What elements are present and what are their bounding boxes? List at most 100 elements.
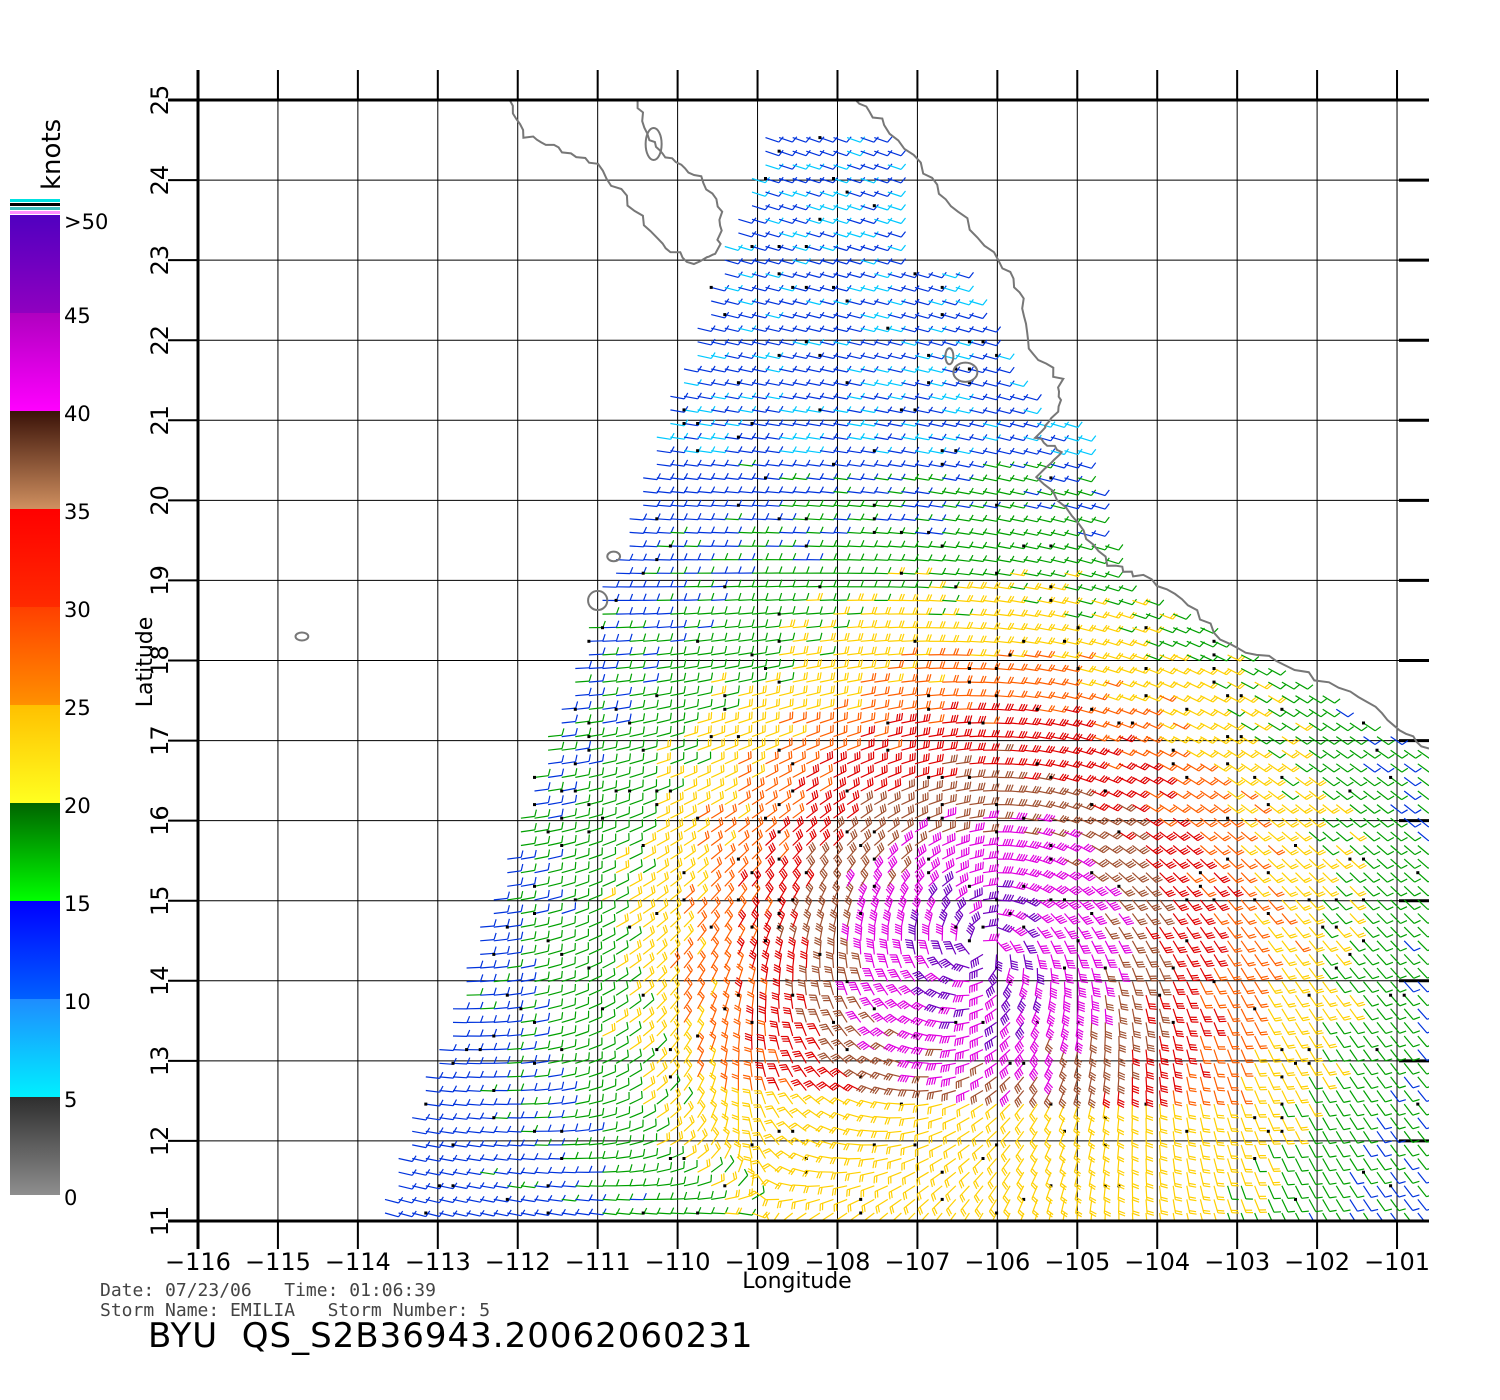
- wind-barb: [657, 713, 672, 723]
- wind-barb: [535, 972, 550, 982]
- wind-barb: [1200, 859, 1217, 869]
- wind-barb: [1404, 968, 1420, 978]
- wind-barb: [684, 871, 695, 887]
- wind-barb: [535, 985, 550, 995]
- wind-barb: [1294, 1198, 1309, 1212]
- wind-barb: [1160, 914, 1175, 925]
- wind-barb: [786, 965, 793, 982]
- wind-barb: [548, 917, 562, 928]
- wind-barb: [887, 1159, 901, 1170]
- wind-barb: [820, 686, 835, 696]
- wind-barb: [874, 1172, 888, 1183]
- wind-barb: [861, 765, 874, 778]
- wind-barb: [823, 981, 834, 995]
- wind-barb: [1200, 1131, 1210, 1146]
- wind-barb: [630, 940, 642, 955]
- wind-barb: [698, 1159, 710, 1173]
- wind-barb: [888, 726, 902, 737]
- wind-barb: [630, 1120, 644, 1132]
- wind-barb: [1323, 1091, 1337, 1103]
- wind-barb: [1323, 900, 1339, 910]
- wind-barb: [670, 925, 680, 941]
- wind-barb: [630, 980, 641, 995]
- wind-barb: [1364, 982, 1380, 993]
- wind-barb: [766, 843, 776, 859]
- wind-barb: [696, 447, 715, 453]
- wind-barb: [793, 633, 809, 642]
- wind-barb: [793, 699, 807, 710]
- wind-barb: [766, 231, 784, 237]
- wind-barb: [1296, 1050, 1310, 1062]
- wind-barb: [1323, 1145, 1337, 1157]
- wind-barb: [1323, 941, 1339, 952]
- wind-barb: [1336, 1077, 1350, 1089]
- wind-barb: [1323, 886, 1339, 896]
- wind-barb: [738, 633, 754, 642]
- wind-barb: [1418, 750, 1435, 758]
- wind-barb: [589, 781, 603, 791]
- wind-barb: [562, 916, 576, 927]
- wind-barb: [1268, 1213, 1281, 1226]
- wind-barb: [956, 729, 972, 737]
- wind-barb: [548, 1026, 563, 1036]
- wind-barb: [1336, 982, 1351, 993]
- island-outline: [607, 552, 620, 562]
- wind-barb: [738, 830, 749, 846]
- wind-barb: [723, 978, 729, 996]
- wind-barb: [969, 849, 983, 859]
- wind-barb: [711, 817, 723, 832]
- wind-barb: [603, 1107, 617, 1118]
- wind-barb: [1404, 1036, 1420, 1047]
- wind-barb: [711, 751, 724, 763]
- wind-barb: [725, 830, 736, 845]
- wind-barb: [743, 1089, 753, 1104]
- wind-barb: [1296, 1145, 1309, 1158]
- wind-barb: [970, 1021, 985, 1035]
- wind-barb: [737, 1154, 743, 1172]
- wind-barb: [1364, 954, 1380, 965]
- wind-barb: [1350, 1077, 1365, 1089]
- wind-barb: [1268, 859, 1284, 869]
- wind-barb: [1336, 995, 1351, 1006]
- wind-barb: [1377, 1077, 1392, 1088]
- wind-barb: [1077, 939, 1092, 953]
- wind-barb: [1350, 1145, 1364, 1157]
- wind-barb: [1255, 1104, 1267, 1117]
- wind-barb: [1404, 859, 1421, 868]
- wind-barb: [630, 1091, 643, 1104]
- wind-barb: [575, 970, 588, 982]
- wind-barb: [1241, 1091, 1253, 1104]
- wind-barb: [603, 982, 615, 996]
- wind-barb: [1418, 1186, 1433, 1197]
- wind-barb: [630, 806, 643, 818]
- wind-barb: [873, 869, 882, 888]
- wind-barb: [725, 843, 736, 859]
- wind-barb: [603, 714, 618, 723]
- wind-barb: [1391, 1118, 1406, 1129]
- wind-barb: [643, 966, 654, 982]
- wind-barb: [1296, 859, 1313, 869]
- wind-barb: [915, 831, 927, 846]
- wind-barb: [670, 898, 681, 914]
- wind-barb: [986, 1131, 996, 1147]
- wind-barb: [882, 924, 889, 941]
- wind-barb: [575, 997, 588, 1009]
- wind-barb: [1350, 968, 1366, 979]
- wind-barb: [750, 937, 757, 955]
- wind-barb: [834, 725, 847, 737]
- wind-barb: [535, 809, 550, 818]
- wind-barb: [957, 1104, 970, 1117]
- wind-barb: [1158, 994, 1171, 1009]
- wind-barb: [1404, 914, 1420, 924]
- wind-barb: [766, 816, 777, 832]
- wind-barb: [1173, 873, 1189, 883]
- wind-barb: [1391, 1199, 1406, 1210]
- wind-barb: [670, 1116, 681, 1131]
- wind-barb: [1061, 1022, 1069, 1040]
- wind-barb: [985, 1077, 996, 1092]
- wind-barb: [1377, 995, 1393, 1006]
- wind-barb: [1377, 1145, 1392, 1157]
- wind-barb: [1214, 886, 1230, 896]
- wind-barb: [643, 1104, 655, 1117]
- wind-barb: [792, 1199, 807, 1209]
